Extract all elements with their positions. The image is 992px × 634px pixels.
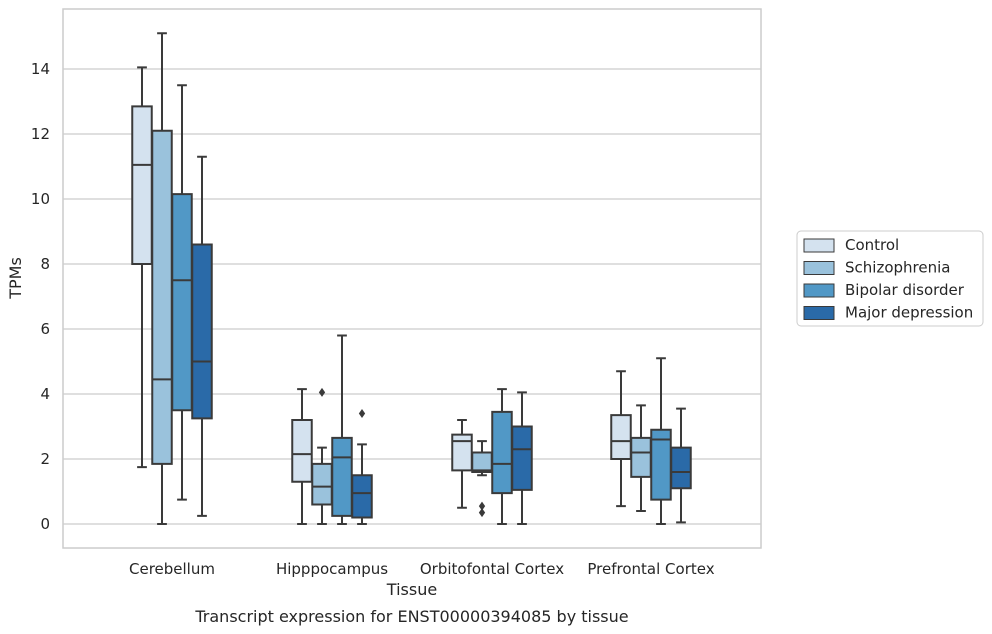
y-tick-label: 4 bbox=[40, 385, 50, 403]
box-bipolar-disorder bbox=[491, 388, 513, 525]
y-tick-label: 2 bbox=[40, 450, 50, 468]
iqr-box bbox=[191, 243, 213, 420]
legend-label: Schizophrenia bbox=[845, 259, 950, 277]
plot-frame bbox=[62, 8, 762, 549]
x-tick-label: Hipppocampus bbox=[276, 560, 388, 578]
box-bipolar-disorder bbox=[331, 334, 353, 525]
y-tick-label: 12 bbox=[31, 125, 50, 143]
box-major-depression bbox=[351, 409, 373, 525]
y-tick-label: 10 bbox=[31, 190, 50, 208]
iqr-box bbox=[451, 433, 473, 472]
box-control bbox=[451, 419, 473, 509]
chart-caption: Transcript expression for ENST0000039408… bbox=[194, 607, 628, 626]
iqr-box bbox=[291, 419, 313, 483]
legend-swatch bbox=[803, 261, 835, 275]
box-bipolar-disorder bbox=[171, 84, 193, 501]
iqr-box bbox=[331, 436, 353, 517]
iqr-box bbox=[630, 436, 652, 478]
legend-frame bbox=[796, 230, 984, 327]
box-control bbox=[291, 388, 313, 525]
iqr-box bbox=[311, 462, 333, 506]
outlier-point bbox=[358, 409, 366, 418]
x-tick-label: Orbitofontal Cortex bbox=[420, 560, 564, 578]
legend-swatch bbox=[803, 283, 835, 298]
legend: Control Schizophrenia Bipolar disorder Majo… bbox=[796, 230, 984, 327]
legend-label: Bipolar disorder bbox=[845, 281, 965, 299]
x-tick-label: Cerebellum bbox=[129, 560, 215, 578]
box-schizophrenia bbox=[311, 387, 333, 525]
y-tick-label: 6 bbox=[40, 320, 50, 338]
box-schizophrenia bbox=[471, 440, 493, 518]
box-control bbox=[610, 370, 632, 508]
y-tick-label: 0 bbox=[40, 515, 50, 533]
box-control bbox=[131, 66, 153, 469]
y-tick-label: 8 bbox=[40, 255, 50, 273]
iqr-box bbox=[670, 446, 692, 490]
boxes-layer bbox=[131, 32, 692, 525]
legend-label: Major depression bbox=[845, 304, 973, 322]
y-tick-label: 14 bbox=[31, 60, 50, 78]
outlier-point bbox=[478, 501, 486, 511]
box-schizophrenia bbox=[630, 404, 652, 512]
x-tick-label: Prefrontal Cortex bbox=[587, 560, 714, 578]
iqr-box bbox=[351, 474, 373, 519]
outlier-point bbox=[478, 508, 486, 518]
box-bipolar-disorder bbox=[650, 357, 672, 525]
iqr-box bbox=[610, 414, 632, 460]
iqr-box bbox=[491, 410, 513, 495]
outlier-point bbox=[318, 387, 326, 397]
legend-label: Control bbox=[845, 236, 899, 254]
axis-layer: 0 2 4 6 8 10 12 14 Cerebellum Hipppocampus Orbitof… bbox=[31, 60, 715, 578]
box-major-depression bbox=[511, 391, 533, 525]
iqr-box bbox=[511, 425, 533, 491]
x-axis-label: Tissue bbox=[386, 580, 437, 599]
box-major-depression bbox=[670, 407, 692, 524]
iqr-box bbox=[151, 129, 173, 465]
iqr-box bbox=[131, 105, 153, 265]
legend-swatch bbox=[803, 238, 835, 253]
legend-swatch bbox=[803, 306, 835, 320]
box-major-depression bbox=[191, 155, 213, 517]
iqr-box bbox=[471, 451, 493, 473]
iqr-box bbox=[171, 193, 193, 412]
box-schizophrenia bbox=[151, 32, 173, 525]
y-axis-label: TPMs bbox=[6, 257, 25, 300]
